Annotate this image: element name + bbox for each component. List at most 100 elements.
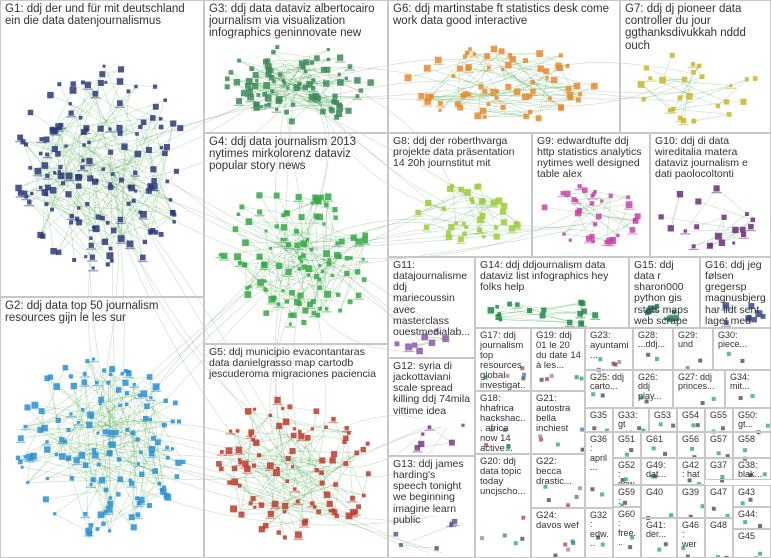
group-cell-g47[interactable]: G47 bbox=[705, 485, 733, 518]
g1-node[interactable] bbox=[92, 225, 100, 233]
group-cell-g11[interactable]: G11: datajournalisme ddj mariecoussin av… bbox=[388, 257, 475, 358]
g2-node[interactable] bbox=[181, 459, 186, 465]
g1-node[interactable] bbox=[162, 150, 168, 157]
g3-node[interactable] bbox=[298, 60, 305, 67]
g4-node[interactable] bbox=[294, 242, 300, 249]
g9-node[interactable] bbox=[634, 213, 641, 220]
g1-node[interactable] bbox=[43, 136, 50, 143]
group-cell-g6[interactable]: G6: ddj martinstabe ft statistics desk c… bbox=[388, 0, 620, 133]
g4-node[interactable] bbox=[344, 255, 350, 261]
g1-node[interactable] bbox=[58, 164, 63, 170]
g32-node[interactable] bbox=[596, 535, 601, 540]
g1-node[interactable] bbox=[45, 184, 51, 191]
g60-node[interactable] bbox=[628, 545, 633, 550]
g4-node[interactable] bbox=[354, 269, 361, 275]
g1-node[interactable] bbox=[80, 165, 85, 170]
g1-node[interactable] bbox=[86, 157, 93, 165]
g1-node[interactable] bbox=[41, 162, 49, 169]
g2-node[interactable] bbox=[90, 477, 96, 483]
g1-node[interactable] bbox=[55, 150, 61, 157]
g1-node[interactable] bbox=[151, 178, 157, 184]
g26-node[interactable] bbox=[644, 399, 649, 404]
g1-node[interactable] bbox=[117, 235, 125, 243]
g4-node[interactable] bbox=[355, 238, 362, 245]
g8-node[interactable] bbox=[495, 197, 503, 205]
g1-node[interactable] bbox=[173, 168, 179, 174]
g7-node[interactable] bbox=[723, 99, 730, 105]
group-cell-g53[interactable]: G53 bbox=[649, 408, 677, 432]
g1-node[interactable] bbox=[76, 219, 83, 226]
g13-node[interactable] bbox=[434, 546, 439, 551]
g30-node[interactable] bbox=[740, 358, 745, 363]
g5-node[interactable] bbox=[218, 466, 224, 472]
g2-node[interactable] bbox=[91, 448, 97, 453]
g2-node[interactable] bbox=[23, 455, 27, 459]
g4-node[interactable] bbox=[317, 285, 323, 291]
g9-node[interactable] bbox=[560, 191, 565, 196]
g3-node[interactable] bbox=[228, 70, 234, 75]
group-cell-g8[interactable]: G8: ddj der roberthvarga projekte data p… bbox=[388, 133, 532, 257]
g6-node[interactable] bbox=[418, 93, 425, 100]
g1-node[interactable] bbox=[126, 89, 131, 94]
g7-node[interactable] bbox=[691, 69, 696, 75]
g10-node[interactable] bbox=[741, 231, 747, 238]
g2-node[interactable] bbox=[130, 524, 137, 531]
g3-node[interactable] bbox=[251, 82, 259, 90]
g2-node[interactable] bbox=[45, 476, 49, 481]
g1-node[interactable] bbox=[108, 246, 113, 251]
g5-node[interactable] bbox=[287, 404, 293, 410]
g7-node[interactable] bbox=[677, 95, 683, 101]
g2-node[interactable] bbox=[103, 487, 109, 493]
group-cell-g60[interactable]: G60: free... bbox=[613, 507, 641, 558]
g5-node[interactable] bbox=[248, 501, 253, 506]
g20-node[interactable] bbox=[513, 541, 518, 546]
g19-node[interactable] bbox=[579, 376, 584, 381]
g5-node[interactable] bbox=[365, 441, 370, 446]
g11-node[interactable] bbox=[416, 347, 423, 355]
g36-node[interactable] bbox=[590, 487, 595, 492]
g4-node[interactable] bbox=[335, 241, 340, 246]
g1-node[interactable] bbox=[89, 254, 96, 260]
g4-node[interactable] bbox=[293, 228, 299, 234]
g5-node[interactable] bbox=[294, 531, 302, 539]
g5-node[interactable] bbox=[350, 508, 357, 516]
g9-node[interactable] bbox=[562, 232, 566, 236]
g22-node[interactable] bbox=[566, 503, 571, 508]
g9-node[interactable] bbox=[632, 218, 637, 222]
g3-node[interactable] bbox=[358, 88, 364, 93]
g9-node[interactable] bbox=[577, 184, 582, 189]
g2-node[interactable] bbox=[73, 457, 80, 464]
g6-node[interactable] bbox=[462, 91, 468, 97]
g7-node[interactable] bbox=[696, 63, 702, 69]
g1-node[interactable] bbox=[104, 80, 108, 84]
g7-node[interactable] bbox=[680, 117, 687, 124]
g13-node[interactable] bbox=[393, 531, 399, 537]
g1-node[interactable] bbox=[116, 78, 124, 85]
g2-node[interactable] bbox=[44, 446, 51, 453]
g2-node[interactable] bbox=[102, 368, 107, 373]
g5-node[interactable] bbox=[310, 501, 315, 506]
g7-node[interactable] bbox=[691, 118, 697, 124]
g10-node[interactable] bbox=[676, 190, 684, 198]
g3-node[interactable] bbox=[255, 79, 259, 83]
g2-node[interactable] bbox=[170, 419, 175, 424]
g8-node[interactable] bbox=[513, 221, 521, 229]
g2-node[interactable] bbox=[146, 374, 153, 380]
g3-node[interactable] bbox=[334, 114, 340, 120]
g3-node[interactable] bbox=[274, 107, 279, 112]
g33-node[interactable] bbox=[637, 426, 642, 431]
group-cell-g4[interactable]: G4: ddj data journalism 2013 nytimes mir… bbox=[204, 133, 388, 344]
g2-node[interactable] bbox=[175, 459, 182, 466]
g3-node[interactable] bbox=[265, 71, 272, 78]
g1-node[interactable] bbox=[117, 100, 123, 106]
g10-node[interactable] bbox=[695, 198, 702, 205]
g25-node[interactable] bbox=[591, 392, 596, 397]
g6-node[interactable] bbox=[495, 90, 499, 94]
g2-node[interactable] bbox=[15, 455, 21, 461]
g2-node[interactable] bbox=[136, 500, 142, 506]
g19-node[interactable] bbox=[574, 375, 579, 380]
g6-node[interactable] bbox=[451, 74, 456, 78]
g2-node[interactable] bbox=[59, 437, 65, 443]
group-cell-g51[interactable]: G51 bbox=[613, 432, 641, 458]
g5-node[interactable] bbox=[272, 469, 280, 477]
